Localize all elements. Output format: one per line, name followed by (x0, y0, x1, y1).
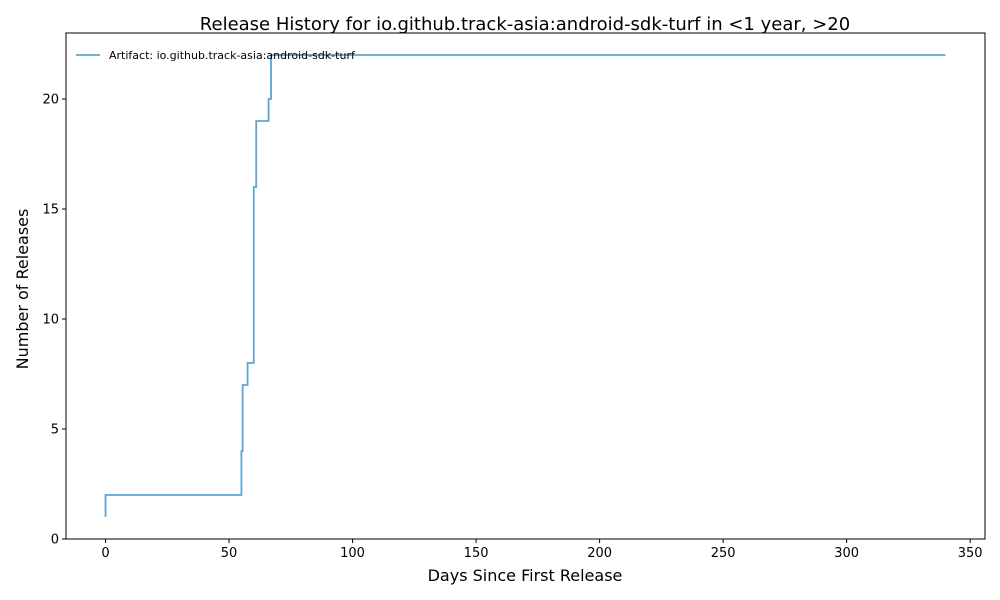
x-tick-label: 250 (711, 546, 736, 561)
x-tick-label: 50 (221, 546, 238, 561)
x-tick-label: 0 (101, 546, 109, 561)
x-tick-label: 100 (340, 546, 365, 561)
x-axis-label: Days Since First Release (428, 566, 623, 585)
x-tick-label: 300 (834, 546, 859, 561)
y-tick-label: 10 (42, 313, 59, 328)
x-tick-label: 150 (464, 546, 489, 561)
legend: Artifact: io.github.track-asia:android-s… (76, 49, 356, 62)
chart-title: Release History for io.github.track-asia… (200, 14, 850, 35)
y-tick-label: 20 (42, 93, 59, 108)
legend-label: Artifact: io.github.track-asia:android-s… (109, 49, 356, 62)
series-line (104, 54, 946, 517)
x-tick-label: 350 (958, 546, 983, 561)
y-tick-label: 5 (51, 423, 59, 438)
y-tick-label: 0 (51, 533, 59, 548)
plot-frame (65, 32, 986, 540)
x-tick-label: 200 (587, 546, 612, 561)
y-tick-label: 15 (42, 203, 59, 218)
y-axis-label: Number of Releases (13, 209, 32, 370)
plot-area: 0 50 100 150 200 250 300 350 0 5 10 15 20 (42, 54, 983, 561)
